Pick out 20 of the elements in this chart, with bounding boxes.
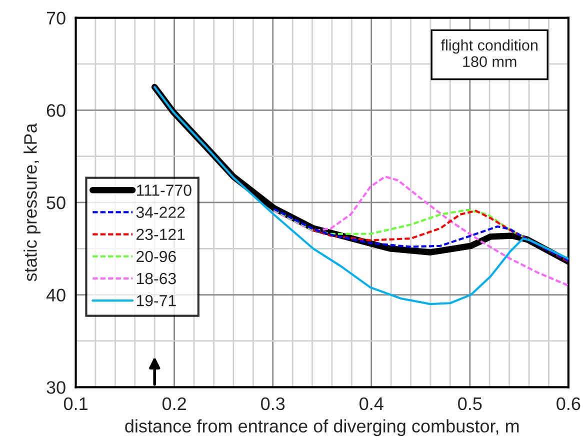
y-tick-label: 50	[46, 196, 66, 210]
x-tick-label: 0.6	[556, 397, 580, 410]
y-tick-label: 40	[46, 288, 66, 302]
x-tick-label: 0.3	[261, 397, 285, 410]
x-tick-label: 0.4	[360, 397, 384, 410]
legend-label: 111-770	[136, 184, 192, 196]
x-axis-title: distance from entrance of diverging combustor, m	[125, 419, 519, 436]
legend-label: 23-121	[136, 228, 185, 240]
legend-label: 34-222	[136, 206, 185, 218]
x-tick-label: 0.5	[458, 397, 482, 410]
legend-label: 20-96	[136, 250, 176, 262]
y-tick-label: 30	[46, 381, 66, 394]
y-tick-label: 70	[46, 12, 66, 25]
annotation: flight condition 180 mm	[440, 39, 538, 68]
x-tick-label: 0.1	[64, 397, 88, 410]
y-tick-label: 60	[46, 104, 66, 117]
x-tick-label: 0.2	[162, 397, 186, 410]
legend-label: 18-63	[136, 272, 176, 284]
y-axis-title: static pressure, kPa	[24, 123, 40, 282]
legend-label: 19-71	[136, 294, 176, 306]
